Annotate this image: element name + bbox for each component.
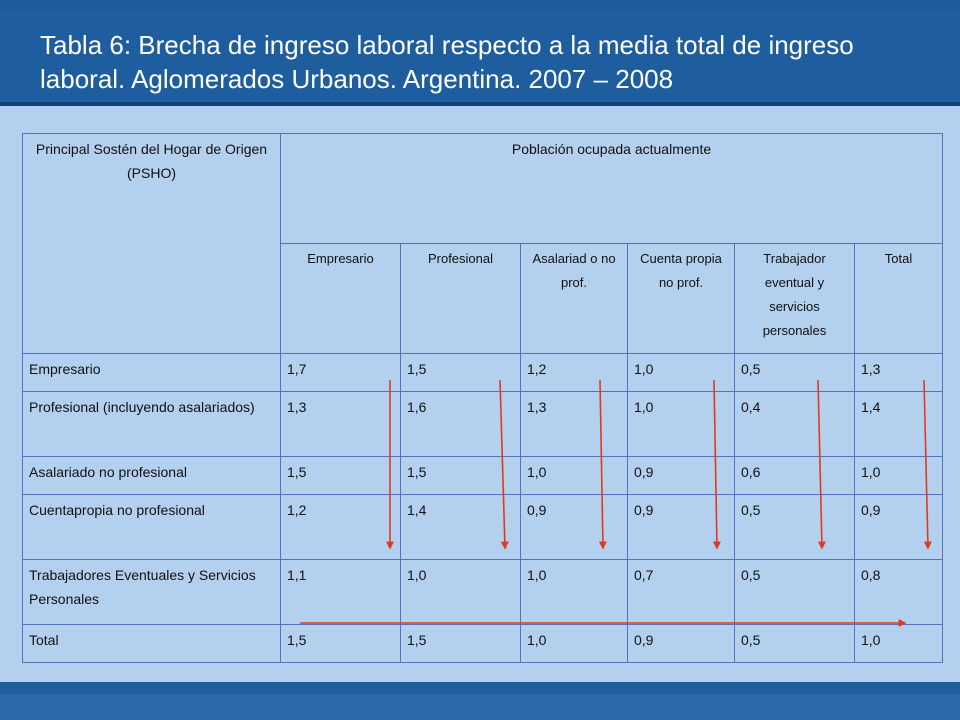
header-row: Principal Sostén del Hogar de Origen (PS…	[22, 133, 943, 354]
table-cell: 0,9	[627, 456, 735, 495]
table-cell: 0,9	[627, 494, 735, 560]
table-row: Empresario 1,7 1,5 1,2 1,0 0,5 1,3	[22, 353, 943, 392]
table-cell: 1,4	[854, 391, 943, 457]
row-label: Trabajadores Eventuales y Servicios Pers…	[22, 559, 281, 625]
table-cell: 0,4	[734, 391, 855, 457]
row-label: Empresario	[22, 353, 281, 392]
table-row: Total 1,5 1,5 1,0 0,9 0,5 1,0	[22, 624, 943, 663]
column-header: Empresario	[280, 243, 401, 354]
table-cell: 0,9	[627, 624, 735, 663]
table-cell: 1,7	[280, 353, 401, 392]
table-cell: 0,5	[734, 559, 855, 625]
table-cell: 1,0	[520, 456, 628, 495]
column-header: Trabajador eventual y servicios personal…	[734, 243, 855, 354]
table-cell: 1,0	[627, 391, 735, 457]
table-row: Asalariado no profesional 1,5 1,5 1,0 0,…	[22, 456, 943, 495]
table-cell: 1,3	[520, 391, 628, 457]
column-header: Total	[854, 243, 943, 354]
table-cell: 0,5	[734, 624, 855, 663]
group-header-cell: Población ocupada actualmente	[280, 133, 943, 244]
row-label: Asalariado no profesional	[22, 456, 281, 495]
table-cell: 1,0	[854, 624, 943, 663]
table-cell: 1,5	[400, 353, 521, 392]
table-cell: 0,7	[627, 559, 735, 625]
table-cell: 0,5	[734, 494, 855, 560]
table-cell: 1,0	[520, 624, 628, 663]
footer-bands	[0, 682, 960, 720]
row-header-cell: Principal Sostén del Hogar de Origen (PS…	[22, 133, 281, 354]
subheader-row: Empresario Profesional Asalariad o no pr…	[23, 243, 943, 354]
table-cell: 1,6	[400, 391, 521, 457]
table-cell: 1,5	[400, 456, 521, 495]
table-cell: 1,5	[400, 624, 521, 663]
slide-title: Tabla 6: Brecha de ingreso laboral respe…	[40, 30, 854, 94]
table-row: Cuentapropia no profesional 1,2 1,4 0,9 …	[22, 494, 943, 560]
footer-band-top	[0, 682, 960, 694]
table-cell: 1,0	[400, 559, 521, 625]
table-cell: 0,8	[854, 559, 943, 625]
column-header: Asalariad o no prof.	[520, 243, 628, 354]
table-row: Profesional (incluyendo asalariados) 1,3…	[22, 391, 943, 457]
row-label: Total	[22, 624, 281, 663]
top-border	[0, 0, 960, 10]
table-row: Trabajadores Eventuales y Servicios Pers…	[22, 559, 943, 625]
table-cell: 1,1	[280, 559, 401, 625]
table-cell: 1,0	[627, 353, 735, 392]
table-cell: 1,5	[280, 456, 401, 495]
table-cell: 1,4	[400, 494, 521, 560]
table-cell: 0,9	[520, 494, 628, 560]
table-cell: 0,5	[734, 353, 855, 392]
table-cell: 1,2	[280, 494, 401, 560]
table-cell: 1,0	[520, 559, 628, 625]
table-cell: 1,3	[854, 353, 943, 392]
row-label: Cuentapropia no profesional	[22, 494, 281, 560]
title-band: Tabla 6: Brecha de ingreso laboral respe…	[0, 10, 960, 106]
row-label: Profesional (incluyendo asalariados)	[22, 391, 281, 457]
column-header: Cuenta propia no prof.	[627, 243, 735, 354]
footer-band-bottom	[0, 694, 960, 720]
column-header: Profesional	[400, 243, 521, 354]
table-cell: 1,3	[280, 391, 401, 457]
table-cell: 0,6	[734, 456, 855, 495]
table-cell: 1,2	[520, 353, 628, 392]
table-cell: 0,9	[854, 494, 943, 560]
table-cell: 1,5	[280, 624, 401, 663]
income-gap-table: Principal Sostén del Hogar de Origen (PS…	[22, 133, 943, 663]
table-cell: 1,0	[854, 456, 943, 495]
